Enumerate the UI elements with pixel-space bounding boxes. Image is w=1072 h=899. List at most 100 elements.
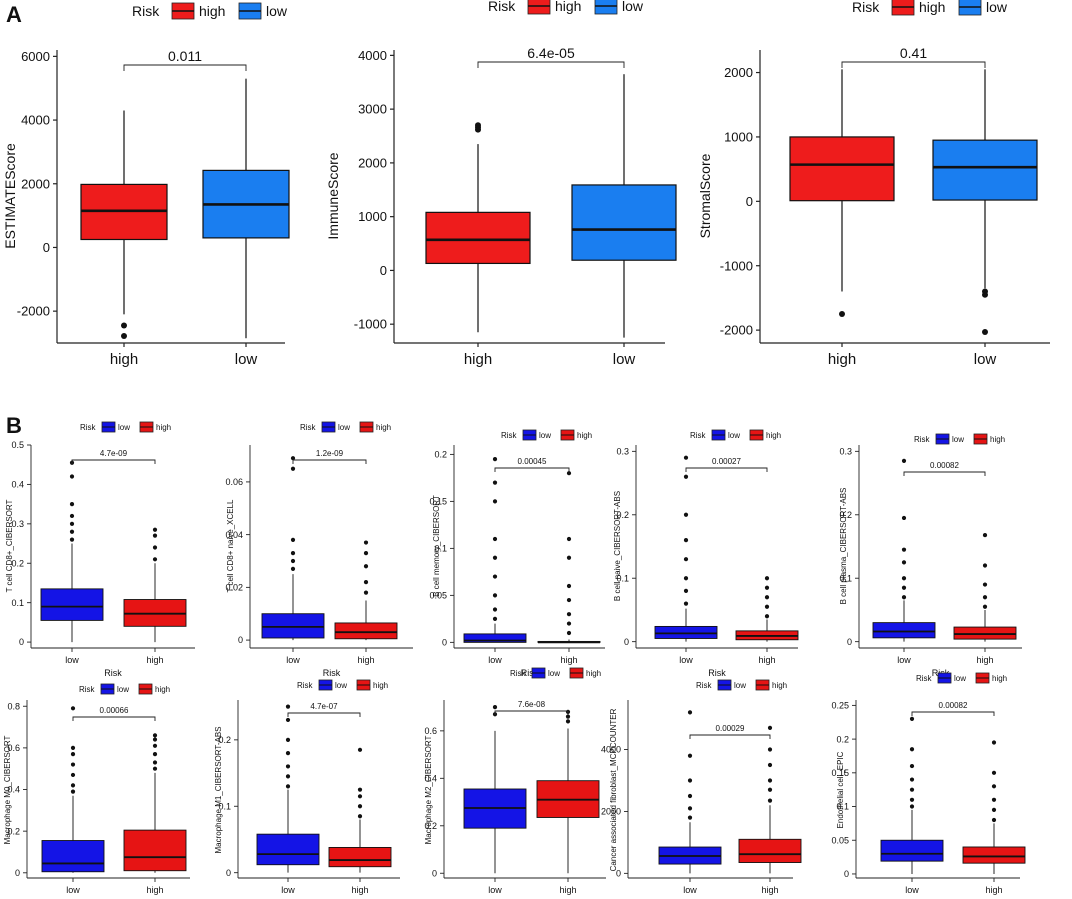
legend-key-low: low bbox=[238, 2, 288, 20]
outlier-point bbox=[683, 601, 689, 606]
box-iqr bbox=[41, 840, 105, 873]
outlier-point bbox=[909, 763, 915, 769]
outlier-point bbox=[982, 582, 988, 587]
y-tick-label: 0 bbox=[746, 194, 753, 209]
legend-key-high: high bbox=[171, 2, 225, 20]
box-iqr bbox=[261, 613, 325, 639]
outlier-point bbox=[683, 512, 689, 517]
y-tick-label: 0 bbox=[238, 635, 243, 645]
p-value-label: 0.41 bbox=[900, 45, 927, 61]
p-value-label: 4.7e-09 bbox=[100, 449, 128, 458]
outlier-point bbox=[982, 595, 988, 600]
significance-bracket: 1.2e-09 bbox=[292, 449, 367, 464]
p-value-label: 0.00029 bbox=[716, 724, 745, 733]
legend-key-high: high bbox=[527, 0, 581, 15]
y-axis-title: Macrophage M2_CIBERSORT bbox=[424, 736, 433, 845]
outlier-point bbox=[566, 583, 572, 589]
outlier-point bbox=[991, 770, 997, 775]
legend-label: high bbox=[155, 685, 170, 694]
box-iqr bbox=[962, 846, 1026, 864]
y-tick-label: 0.06 bbox=[225, 477, 243, 487]
box-low bbox=[40, 460, 104, 643]
legend-key-low: low bbox=[321, 421, 350, 433]
y-tick-label: 0.1 bbox=[11, 598, 24, 608]
outlier-point bbox=[909, 804, 915, 809]
significance-bracket: 0.00027 bbox=[685, 457, 768, 472]
y-tick-label: -1000 bbox=[720, 258, 753, 273]
legend-title: Risk bbox=[488, 0, 516, 14]
legend-label: high bbox=[772, 681, 787, 690]
legend-label: high bbox=[156, 423, 171, 432]
outlier-point bbox=[767, 787, 773, 792]
outlier-point bbox=[901, 458, 907, 463]
significance-bracket: 0.011 bbox=[123, 48, 247, 71]
legend-key-high: high bbox=[891, 0, 945, 16]
y-tick-label: 0.1 bbox=[434, 544, 447, 554]
y-tick-label: 0.1 bbox=[839, 573, 852, 583]
outlier-point bbox=[285, 751, 291, 756]
legend-key-low: low bbox=[594, 0, 644, 15]
y-tick-label: 0.4 bbox=[424, 773, 437, 783]
outlier-point bbox=[152, 766, 158, 771]
bracket-line bbox=[689, 734, 771, 739]
outlier-point bbox=[363, 564, 369, 569]
outlier-point bbox=[492, 607, 498, 612]
outlier-point bbox=[991, 740, 997, 745]
x-tick-label: low bbox=[683, 885, 697, 895]
panel-label-b: B bbox=[6, 413, 22, 438]
outlier-point bbox=[565, 719, 571, 724]
p-value-label: 6.4e-05 bbox=[527, 45, 575, 61]
box-high bbox=[735, 576, 799, 642]
box-high bbox=[334, 540, 398, 641]
outlier-point bbox=[901, 560, 907, 565]
legend-label: low bbox=[548, 669, 560, 678]
legend-key-low: low bbox=[935, 433, 964, 445]
box-low bbox=[932, 69, 1038, 336]
legend: Risk low high bbox=[690, 429, 781, 441]
legend-swatch bbox=[527, 0, 551, 15]
legend: Risk high low bbox=[488, 0, 644, 15]
y-tick-label: 6000 bbox=[21, 49, 50, 64]
outlier-point bbox=[764, 585, 770, 590]
y-tick-label: 0.1 bbox=[616, 573, 629, 583]
outlier-point bbox=[767, 725, 773, 730]
y-tick-label: 0 bbox=[43, 240, 50, 255]
box-low bbox=[463, 456, 527, 643]
y-tick-label: 0.1 bbox=[218, 801, 231, 811]
legend-label: low bbox=[338, 423, 350, 432]
outlier-point bbox=[70, 745, 76, 750]
outlier-point bbox=[363, 550, 369, 556]
outlier-point bbox=[121, 332, 127, 339]
y-tick-label: 0.4 bbox=[7, 785, 20, 795]
x-tick-label: low bbox=[286, 655, 300, 665]
outlier-point bbox=[991, 807, 997, 813]
x-tick-label: high bbox=[351, 885, 368, 895]
legend-key-high: high bbox=[749, 429, 781, 441]
legend-title: Risk bbox=[79, 685, 96, 694]
legend-label: low bbox=[117, 685, 129, 694]
panel-label-a: A bbox=[6, 2, 22, 27]
p-value-label: 0.00027 bbox=[712, 457, 741, 466]
x-axis-title: Risk bbox=[708, 668, 726, 678]
chart-10: 0 0.1 0.2 low high Risk Macrophage M1_CIBERSOR… bbox=[214, 679, 400, 899]
x-tick-label: low bbox=[905, 885, 919, 895]
outlier-point bbox=[492, 536, 498, 542]
outlier-point bbox=[357, 787, 363, 792]
box-high bbox=[537, 471, 601, 644]
legend-key-low: low bbox=[100, 683, 129, 695]
outlier-point bbox=[290, 558, 296, 564]
box-low bbox=[880, 716, 944, 874]
y-tick-label: 1000 bbox=[358, 209, 387, 224]
y-tick-label: 0 bbox=[624, 637, 629, 647]
p-value-label: 0.00082 bbox=[939, 701, 968, 710]
legend-label: low bbox=[539, 431, 551, 440]
legend: Risk low high bbox=[297, 679, 388, 691]
box-low bbox=[654, 455, 718, 642]
outlier-point bbox=[767, 762, 773, 768]
y-tick-label: 0.15 bbox=[429, 497, 447, 507]
y-tick-label: 0.6 bbox=[424, 726, 437, 736]
box-high bbox=[738, 725, 802, 874]
outlier-point bbox=[290, 456, 296, 461]
outlier-point bbox=[566, 471, 572, 476]
outlier-point bbox=[764, 576, 770, 581]
